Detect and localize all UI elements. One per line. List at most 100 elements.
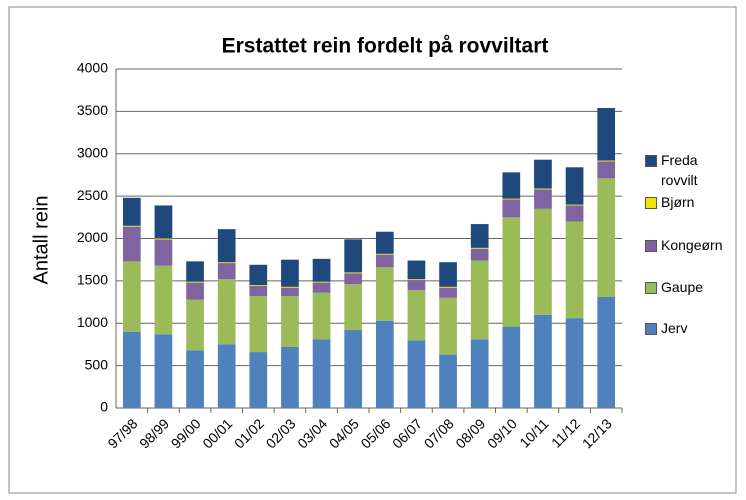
y-tick-label: 2000	[77, 229, 108, 245]
bar-segment	[597, 160, 616, 162]
bar-segment	[249, 285, 268, 286]
bar-segment	[565, 167, 584, 205]
bar-segment	[534, 208, 552, 315]
bar-segment	[122, 226, 141, 262]
legend-label: Gaupe	[661, 279, 704, 295]
legend-swatch	[645, 197, 657, 209]
bar-segment	[439, 262, 457, 287]
bar-segment	[534, 314, 552, 408]
bar-segment	[470, 260, 489, 340]
legend-item: Bjørn	[645, 192, 735, 212]
legend-label: Bjørn	[661, 194, 695, 210]
bar-segment	[534, 159, 552, 189]
legend-item: Kongeørn	[645, 235, 735, 255]
bar-segment	[122, 261, 141, 332]
y-tick-label: 1000	[77, 314, 108, 330]
y-tick-label: 3500	[77, 102, 108, 118]
bar-segment	[217, 262, 236, 264]
bar-segment	[217, 263, 236, 280]
bar-segment	[375, 253, 394, 255]
bar-segment	[439, 297, 457, 355]
bar-segment	[281, 346, 299, 408]
legend-swatch	[645, 282, 657, 294]
legend-swatch	[645, 323, 657, 335]
bar-segment	[312, 282, 331, 293]
bar-segment	[122, 225, 141, 227]
y-tick-label: 500	[85, 356, 109, 372]
bar-segment	[439, 286, 457, 288]
legend-swatch	[645, 240, 657, 252]
bar-segment	[344, 239, 363, 273]
bar-segment	[217, 344, 236, 408]
bar-segment	[470, 339, 489, 408]
bar-segment	[154, 265, 173, 335]
bar-segment	[281, 286, 299, 288]
bar-segment	[249, 285, 268, 297]
legend-label: Jerv	[661, 320, 688, 336]
bar-segment	[186, 281, 204, 283]
legend-label: Kongeørn	[661, 237, 723, 253]
bar-segment	[502, 217, 521, 327]
bar-segment	[154, 205, 173, 239]
bar-segment	[312, 258, 331, 282]
bar-segment	[375, 231, 394, 254]
bar-segment	[375, 254, 394, 268]
bar-segment	[344, 284, 363, 331]
bar-segment	[217, 279, 236, 345]
bar-segment	[154, 239, 173, 266]
bar-segment	[186, 350, 204, 408]
bar-segment	[344, 273, 363, 285]
bar-segment	[186, 261, 204, 282]
bar-segment	[122, 331, 141, 408]
bar-segment	[470, 248, 489, 261]
bar-segment	[375, 267, 394, 321]
y-tick-label: 4000	[77, 60, 108, 76]
bar-segment	[281, 287, 299, 297]
bar-segment	[312, 281, 331, 283]
bar-segment	[597, 107, 616, 161]
legend-item: Jerv	[645, 318, 735, 338]
bar-segment	[312, 339, 331, 408]
bar-segment	[597, 296, 616, 408]
bar-segment	[375, 320, 394, 408]
y-tick-label: 0	[100, 399, 108, 415]
bar-segment	[407, 290, 426, 341]
bar-segment	[407, 340, 426, 408]
legend-item: Gaupe	[645, 277, 735, 297]
bar-segment	[565, 204, 584, 206]
bar-segment	[281, 259, 299, 287]
bar-segment	[439, 354, 457, 408]
bar-segment	[502, 326, 521, 408]
y-tick-label: 1500	[77, 272, 108, 288]
bar-segment	[407, 279, 426, 281]
bar-segment	[597, 161, 616, 179]
bar-segment	[534, 189, 552, 209]
bar-segment	[565, 205, 584, 222]
y-axis-label: Antall rein	[30, 196, 52, 285]
bar-segment	[470, 247, 489, 249]
legend-item: Freda rovvilt	[645, 150, 735, 190]
bar-segment	[502, 198, 521, 200]
bar-segment	[154, 334, 173, 408]
bar-segment	[186, 282, 204, 300]
bar-segment	[470, 224, 489, 248]
legend-swatch	[645, 155, 657, 167]
bar-segment	[281, 296, 299, 347]
bar-segment	[502, 172, 521, 199]
bar-segment	[565, 318, 584, 408]
bar-segment	[249, 264, 268, 286]
bar-segment	[249, 352, 268, 408]
bar-segment	[597, 178, 616, 297]
bar-segment	[217, 229, 236, 263]
bar-segment	[249, 296, 268, 353]
bar-segment	[344, 330, 363, 408]
bar-segment	[122, 197, 141, 226]
chart-frame	[8, 6, 737, 494]
bar-segment	[186, 299, 204, 351]
chart-title: Erstattet rein fordelt på rovviltart	[222, 35, 549, 58]
bar-segment	[502, 199, 521, 218]
bar-segment	[312, 292, 331, 340]
y-tick-label: 2500	[77, 187, 108, 203]
